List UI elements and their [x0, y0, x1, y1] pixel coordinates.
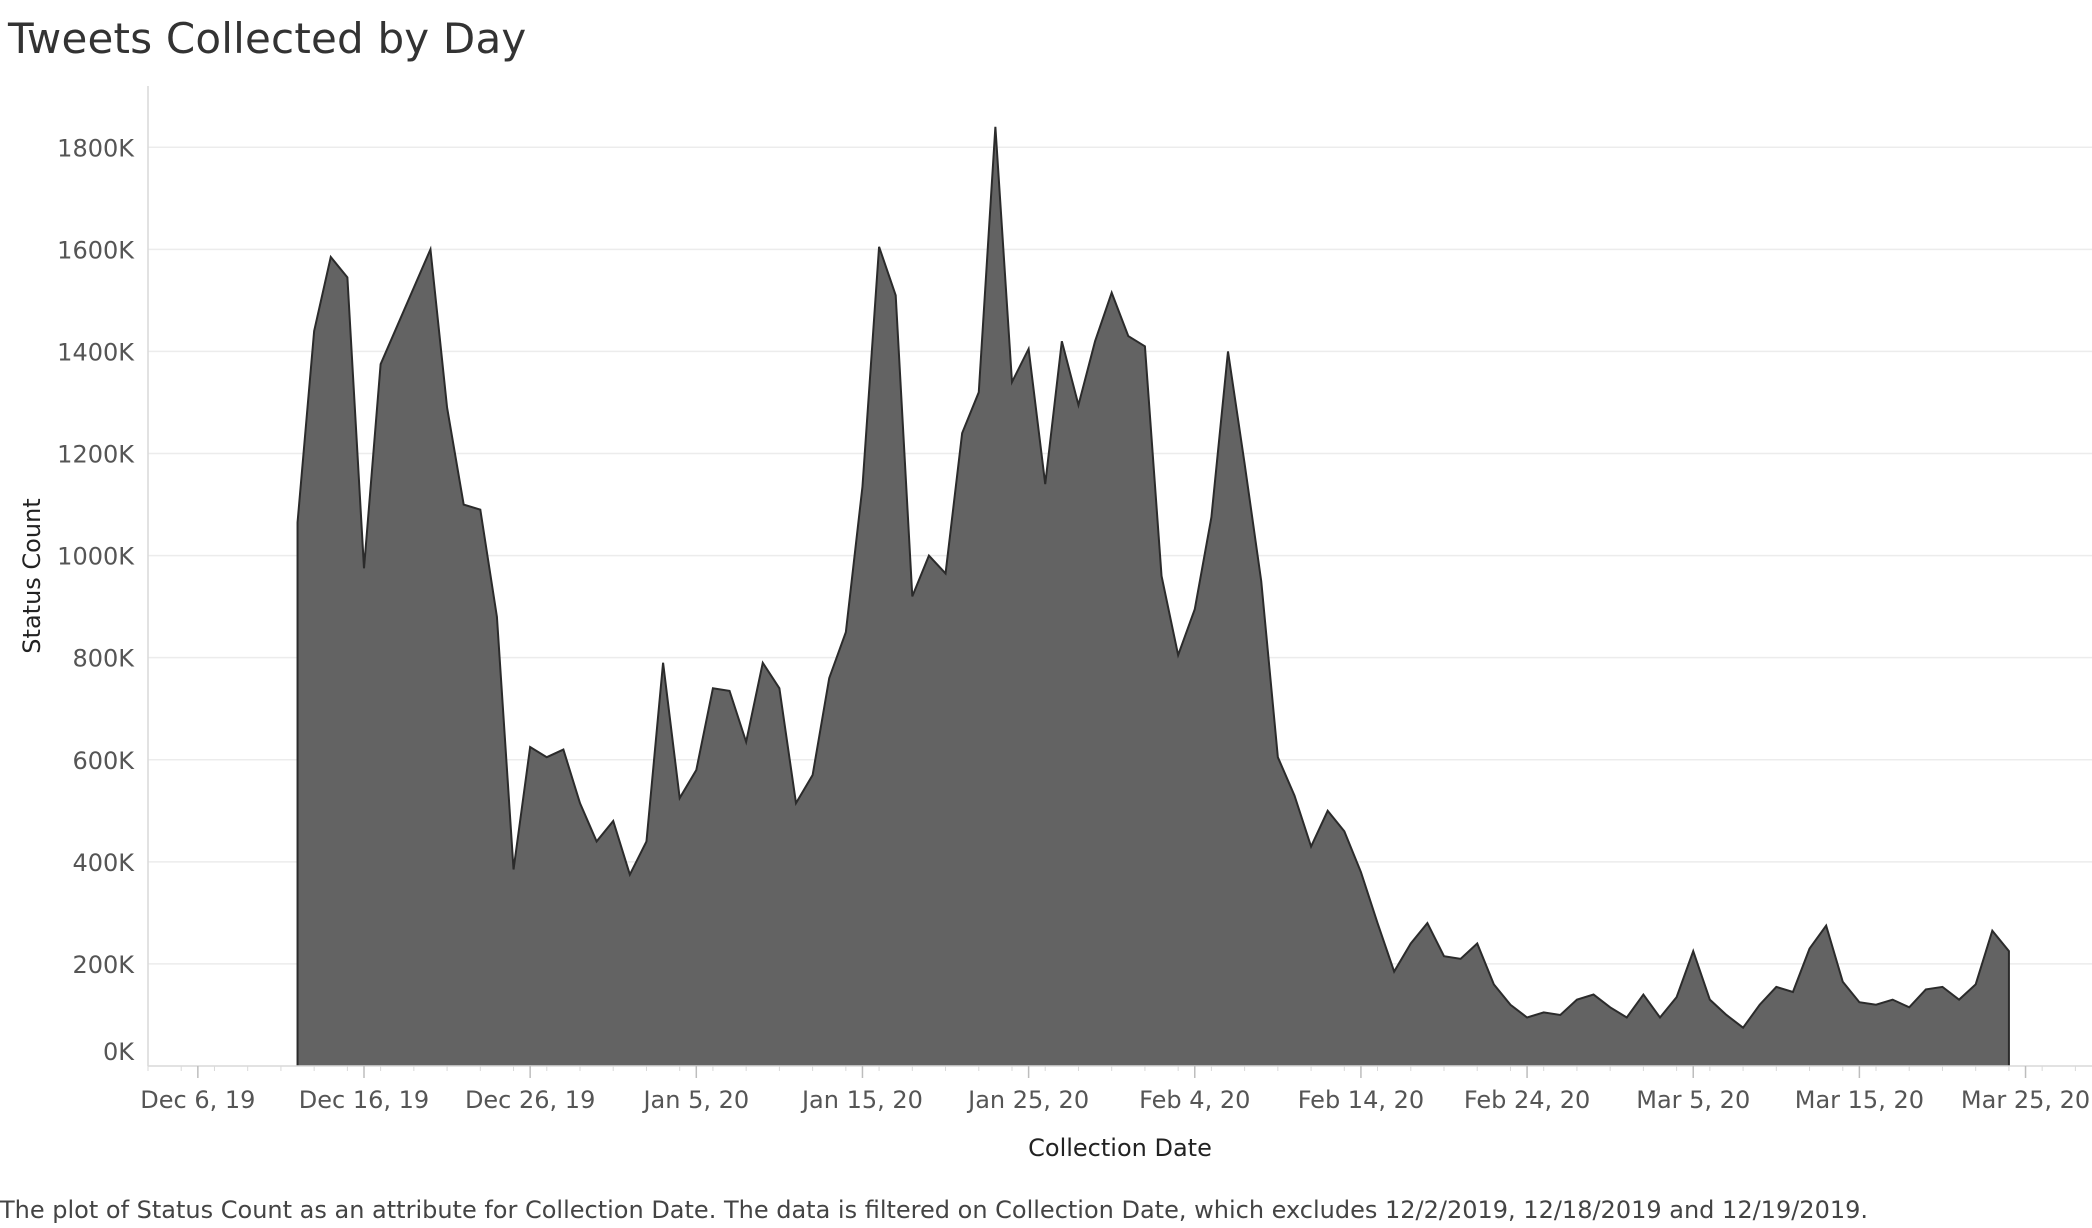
x-tick-label: Mar 25, 20 [1961, 1086, 2090, 1114]
x-axis-title: Collection Date [1028, 1134, 1212, 1162]
x-tick-label: Jan 5, 20 [641, 1086, 749, 1114]
area-fill [297, 126, 2009, 1066]
x-tick-label: Feb 24, 20 [1464, 1086, 1590, 1114]
x-tick-label: Mar 5, 20 [1636, 1086, 1750, 1114]
y-tick-label: 1800K [57, 134, 135, 162]
axes [147, 86, 2092, 1078]
y-axis-title: Status Count [18, 498, 46, 653]
y-tick-label: 600K [72, 747, 135, 775]
x-tick-label: Jan 15, 20 [800, 1086, 923, 1114]
x-tick-label: Dec 16, 19 [299, 1086, 429, 1114]
y-tick-label: 0K [103, 1038, 135, 1066]
area-outline [296, 126, 2010, 1066]
y-tick-label: 800K [72, 645, 135, 673]
y-tick-label: 1600K [57, 236, 135, 264]
x-tick-label: Feb 14, 20 [1298, 1086, 1424, 1114]
chart-title: Tweets Collected by Day [8, 14, 527, 63]
y-tick-label: 1400K [57, 338, 135, 366]
area-series [296, 126, 2010, 1066]
y-tick-label: 200K [72, 951, 135, 979]
y-axis-tick-labels: 0K 200K 400K 600K 800K 1000K 1200K 1400K 1600K 18… [57, 134, 135, 1066]
x-tick-label: Dec 6, 19 [140, 1086, 255, 1114]
x-tick-label: Mar 15, 20 [1795, 1086, 1924, 1114]
y-tick-label: 400K [72, 849, 135, 877]
y-tick-label: 1000K [57, 543, 135, 571]
x-tick-label: Feb 4, 20 [1139, 1086, 1250, 1114]
x-axis-tick-labels: Dec 6, 19 Dec 16, 19 Dec 26, 19 Jan 5, 20 Ja… [140, 1086, 2090, 1114]
x-tick-label: Dec 26, 19 [465, 1086, 595, 1114]
y-tick-label: 1200K [57, 441, 135, 469]
x-tick-label: Jan 25, 20 [966, 1086, 1089, 1114]
chart-caption: The plot of Status Count as an attribute… [0, 1196, 1869, 1224]
